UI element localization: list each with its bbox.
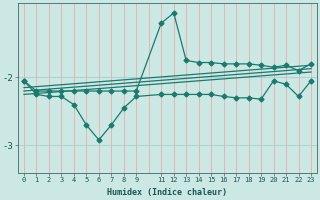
X-axis label: Humidex (Indice chaleur): Humidex (Indice chaleur) bbox=[108, 188, 228, 197]
